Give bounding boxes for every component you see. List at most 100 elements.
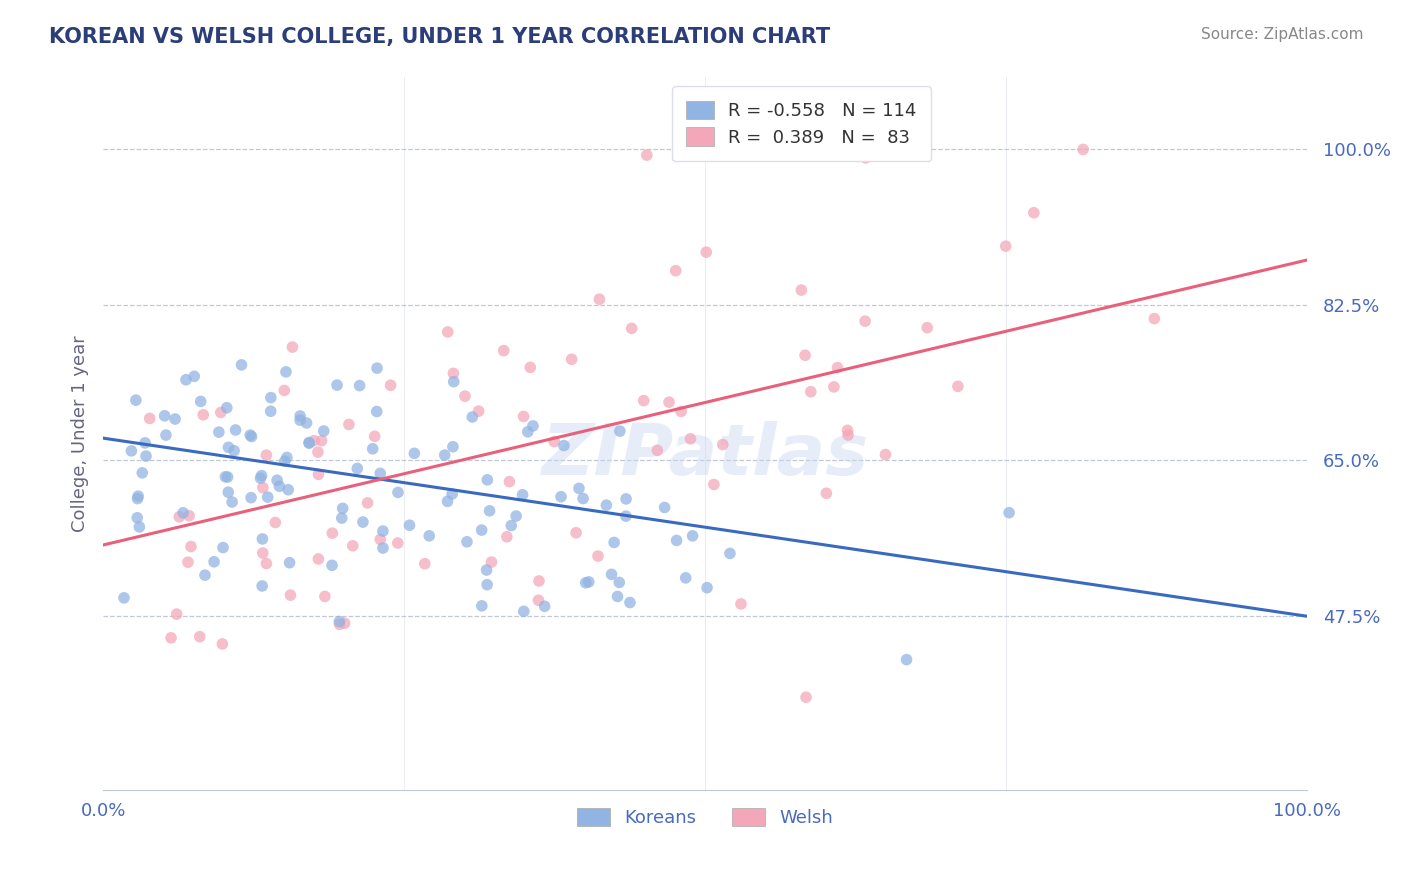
- Point: [855, 151, 877, 165]
- Point: [800, 384, 823, 399]
- Point: [595, 498, 617, 512]
- Point: [221, 495, 243, 509]
- Point: [387, 485, 409, 500]
- Point: [682, 529, 704, 543]
- Point: [368, 533, 391, 547]
- Point: [288, 409, 311, 423]
- Point: [298, 435, 321, 450]
- Point: [441, 487, 464, 501]
- Point: [208, 425, 231, 439]
- Point: [665, 533, 688, 548]
- Point: [352, 515, 374, 529]
- Point: [565, 525, 588, 540]
- Point: [654, 500, 676, 515]
- Point: [120, 443, 142, 458]
- Point: [127, 491, 149, 506]
- Point: [711, 437, 734, 451]
- Point: [174, 373, 197, 387]
- Point: [543, 434, 565, 449]
- Point: [915, 320, 938, 334]
- Point: [194, 568, 217, 582]
- Point: [603, 535, 626, 549]
- Point: [240, 491, 263, 505]
- Point: [730, 597, 752, 611]
- Point: [366, 404, 388, 418]
- Point: [211, 637, 233, 651]
- Point: [224, 443, 246, 458]
- Point: [125, 393, 148, 408]
- Point: [527, 593, 550, 607]
- Text: KOREAN VS WELSH COLLEGE, UNDER 1 YEAR CORRELATION CHART: KOREAN VS WELSH COLLEGE, UNDER 1 YEAR CO…: [49, 27, 831, 46]
- Point: [522, 418, 544, 433]
- Point: [160, 631, 183, 645]
- Point: [790, 283, 813, 297]
- Point: [794, 690, 817, 705]
- Point: [461, 409, 484, 424]
- Point: [333, 616, 356, 631]
- Point: [254, 448, 277, 462]
- Point: [614, 491, 637, 506]
- Point: [994, 239, 1017, 253]
- Point: [679, 432, 702, 446]
- Point: [202, 555, 225, 569]
- Point: [475, 577, 498, 591]
- Point: [998, 506, 1021, 520]
- Point: [467, 404, 489, 418]
- Point: [475, 563, 498, 577]
- Point: [478, 504, 501, 518]
- Point: [153, 409, 176, 423]
- Point: [413, 557, 436, 571]
- Point: [155, 428, 177, 442]
- Point: [371, 541, 394, 555]
- Point: [264, 516, 287, 530]
- Point: [307, 467, 329, 482]
- Point: [368, 467, 391, 481]
- Point: [398, 518, 420, 533]
- Point: [361, 442, 384, 456]
- Point: [172, 506, 194, 520]
- Point: [321, 558, 343, 573]
- Point: [256, 490, 278, 504]
- Point: [496, 530, 519, 544]
- Point: [433, 448, 456, 462]
- Point: [276, 450, 298, 465]
- Point: [441, 367, 464, 381]
- Point: [946, 379, 969, 393]
- Point: [214, 470, 236, 484]
- Point: [550, 490, 572, 504]
- Point: [456, 534, 478, 549]
- Point: [215, 401, 238, 415]
- Point: [471, 523, 494, 537]
- Point: [492, 343, 515, 358]
- Point: [380, 378, 402, 392]
- Point: [441, 440, 464, 454]
- Point: [217, 485, 239, 500]
- Point: [127, 510, 149, 524]
- Point: [606, 590, 628, 604]
- Point: [1071, 143, 1094, 157]
- Point: [252, 532, 274, 546]
- Point: [240, 429, 263, 443]
- Point: [326, 378, 349, 392]
- Point: [278, 556, 301, 570]
- Point: [274, 365, 297, 379]
- Point: [298, 436, 321, 450]
- Point: [273, 384, 295, 398]
- Point: [366, 361, 388, 376]
- Point: [572, 491, 595, 506]
- Text: Source: ZipAtlas.com: Source: ZipAtlas.com: [1201, 27, 1364, 42]
- Point: [436, 325, 458, 339]
- Point: [477, 473, 499, 487]
- Text: ZIPatlas: ZIPatlas: [541, 420, 869, 490]
- Point: [696, 581, 718, 595]
- Point: [217, 440, 239, 454]
- Point: [193, 408, 215, 422]
- Point: [553, 438, 575, 452]
- Point: [330, 511, 353, 525]
- Point: [620, 321, 643, 335]
- Point: [239, 428, 262, 442]
- Point: [471, 599, 494, 613]
- Point: [314, 590, 336, 604]
- Legend: Koreans, Welsh: Koreans, Welsh: [569, 800, 841, 834]
- Point: [371, 524, 394, 538]
